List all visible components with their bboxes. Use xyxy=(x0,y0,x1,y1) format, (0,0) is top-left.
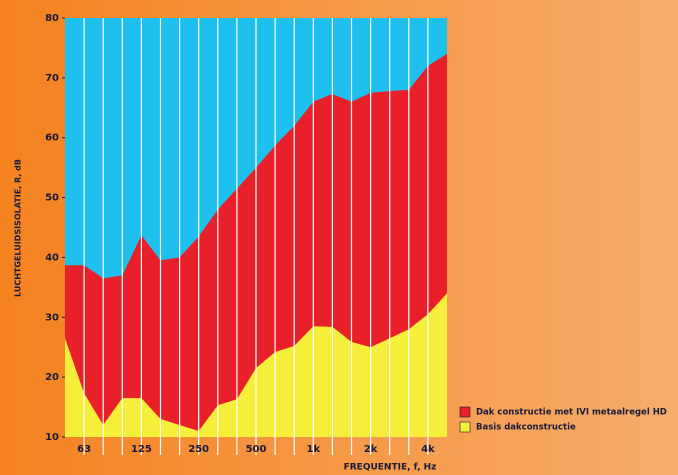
legend-label: Basis dakconstructie xyxy=(476,423,576,433)
y-tick-label: 70 xyxy=(45,73,59,84)
legend-label: Dak constructie met IVI metaalregel HD xyxy=(476,408,667,418)
y-axis-label: LUCHTGELUIDSISOLATIE, R, dB xyxy=(14,159,23,297)
x-tick-label: 2k xyxy=(364,444,378,455)
y-tick-label: 50 xyxy=(45,193,59,204)
x-tick-label: 4k xyxy=(421,444,435,455)
y-tick-label: 20 xyxy=(45,372,59,383)
legend-swatch xyxy=(459,406,471,418)
x-tick-label: 250 xyxy=(188,444,209,455)
x-axis-label: FREQUENTIE, f, Hz xyxy=(344,463,437,473)
x-tick-label: 500 xyxy=(246,444,267,455)
y-tick-label: 60 xyxy=(45,133,59,144)
x-tick-label: 63 xyxy=(77,444,91,455)
x-tick-label: 125 xyxy=(131,444,152,455)
y-tick-label: 40 xyxy=(45,252,59,263)
y-tick-label: 80 xyxy=(45,13,59,24)
y-tick-label: 30 xyxy=(45,312,59,323)
y-tick-label: 10 xyxy=(45,432,59,443)
legend-swatch xyxy=(459,421,471,433)
x-tick-label: 1k xyxy=(306,444,320,455)
plot-area xyxy=(65,18,447,455)
